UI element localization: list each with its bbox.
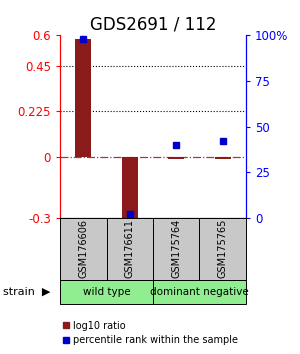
Text: GSM175764: GSM175764 xyxy=(171,219,181,278)
Title: GDS2691 / 112: GDS2691 / 112 xyxy=(90,16,216,34)
Legend: log10 ratio, percentile rank within the sample: log10 ratio, percentile rank within the … xyxy=(60,319,240,347)
Text: strain  ▶: strain ▶ xyxy=(3,287,50,297)
Text: wild type: wild type xyxy=(83,287,130,297)
Bar xyxy=(214,157,231,159)
Bar xyxy=(122,157,138,218)
Text: GSM175765: GSM175765 xyxy=(218,219,228,278)
Bar xyxy=(75,39,92,157)
Text: GSM176611: GSM176611 xyxy=(125,219,135,278)
Bar xyxy=(168,157,184,159)
Text: GSM176606: GSM176606 xyxy=(78,219,88,278)
Text: dominant negative: dominant negative xyxy=(150,287,249,297)
